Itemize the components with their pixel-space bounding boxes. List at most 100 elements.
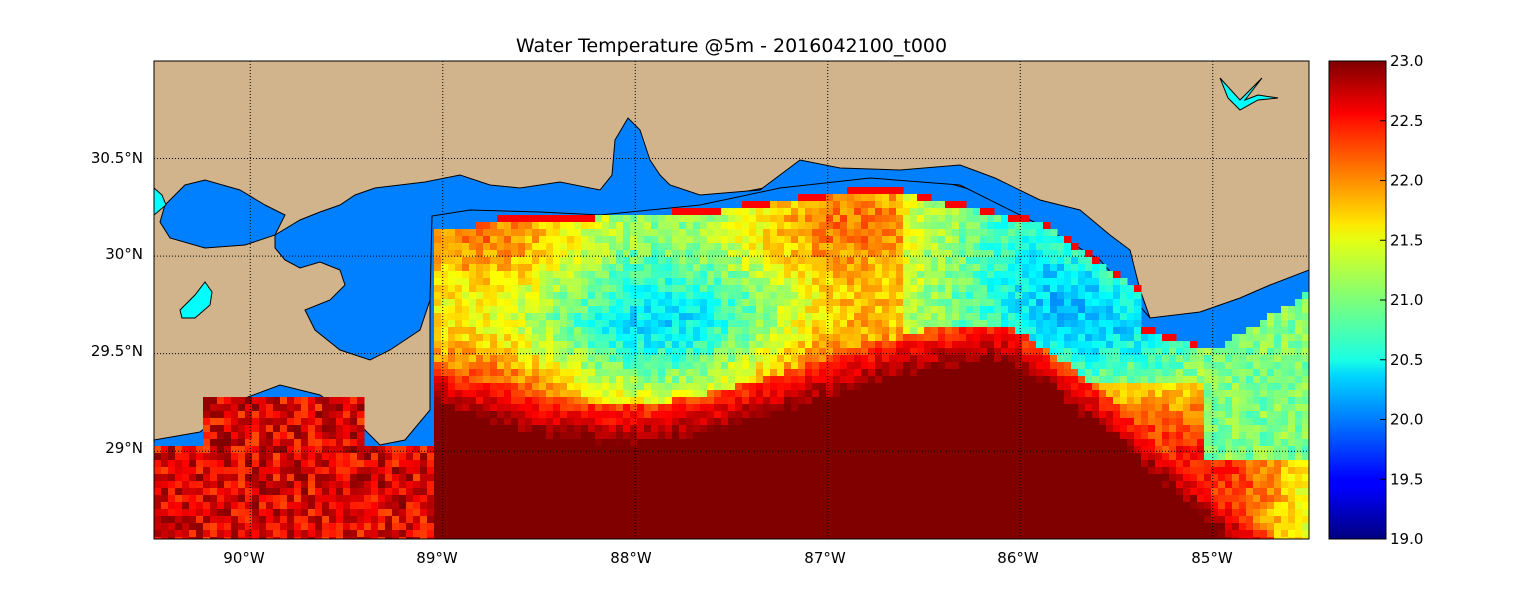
temperature-cell xyxy=(560,523,568,531)
temperature-cell xyxy=(504,299,512,307)
temperature-cell xyxy=(679,285,687,293)
temperature-cell xyxy=(420,523,428,531)
temperature-cell xyxy=(378,446,386,454)
temperature-cell xyxy=(504,509,512,517)
temperature-cell xyxy=(532,355,540,363)
temperature-cell xyxy=(497,460,505,468)
temperature-cell xyxy=(812,432,820,440)
temperature-cell xyxy=(1036,362,1044,370)
temperature-cell xyxy=(238,488,246,496)
temperature-cell xyxy=(448,285,456,293)
temperature-cell xyxy=(994,516,1002,524)
temperature-cell xyxy=(819,362,827,370)
temperature-cell xyxy=(1001,453,1009,461)
temperature-cell xyxy=(210,481,218,489)
temperature-cell xyxy=(847,271,855,279)
temperature-cell xyxy=(511,474,519,482)
temperature-cell xyxy=(616,481,624,489)
temperature-cell xyxy=(812,306,820,314)
temperature-cell xyxy=(728,481,736,489)
temperature-cell xyxy=(476,264,484,272)
temperature-cell xyxy=(805,467,813,475)
temperature-cell xyxy=(903,320,911,328)
temperature-cell xyxy=(994,495,1002,503)
temperature-cell xyxy=(238,530,246,538)
temperature-cell xyxy=(707,257,715,265)
temperature-cell xyxy=(616,327,624,335)
temperature-cell xyxy=(707,271,715,279)
temperature-cell xyxy=(1050,530,1058,538)
temperature-cell xyxy=(483,474,491,482)
temperature-cell xyxy=(714,509,722,517)
temperature-cell xyxy=(959,243,967,251)
temperature-cell xyxy=(581,439,589,447)
temperature-cell xyxy=(560,446,568,454)
temperature-cell xyxy=(714,236,722,244)
temperature-cell xyxy=(1043,362,1051,370)
temperature-cell xyxy=(469,278,477,286)
temperature-cell xyxy=(1043,250,1051,258)
temperature-cell xyxy=(630,530,638,538)
temperature-cell xyxy=(686,439,694,447)
temperature-cell xyxy=(847,376,855,384)
temperature-cell xyxy=(728,355,736,363)
temperature-cell xyxy=(1043,327,1051,335)
temperature-cell xyxy=(504,425,512,433)
temperature-cell xyxy=(469,425,477,433)
temperature-cell xyxy=(763,348,771,356)
temperature-cell xyxy=(602,439,610,447)
temperature-cell xyxy=(714,222,722,230)
temperature-cell xyxy=(693,264,701,272)
temperature-cell xyxy=(665,278,673,286)
temperature-cell xyxy=(343,474,351,482)
temperature-cell xyxy=(546,362,554,370)
temperature-cell xyxy=(770,397,778,405)
temperature-cell xyxy=(714,341,722,349)
temperature-cell xyxy=(336,397,344,405)
temperature-cell xyxy=(511,488,519,496)
temperature-cell xyxy=(455,348,463,356)
temperature-cell xyxy=(952,495,960,503)
temperature-cell xyxy=(539,362,547,370)
temperature-cell xyxy=(546,530,554,538)
temperature-cell xyxy=(567,215,575,223)
temperature-cell xyxy=(889,222,897,230)
temperature-cell xyxy=(784,229,792,237)
temperature-cell xyxy=(217,397,225,405)
temperature-cell xyxy=(693,411,701,419)
temperature-cell xyxy=(847,404,855,412)
temperature-cell xyxy=(462,362,470,370)
temperature-cell xyxy=(588,474,596,482)
temperature-cell xyxy=(161,530,169,538)
temperature-cell xyxy=(945,502,953,510)
temperature-cell xyxy=(868,418,876,426)
temperature-cell xyxy=(420,460,428,468)
temperature-cell xyxy=(791,362,799,370)
temperature-cell xyxy=(504,411,512,419)
temperature-cell xyxy=(896,460,904,468)
temperature-cell xyxy=(539,299,547,307)
temperature-cell xyxy=(574,537,582,539)
temperature-cell xyxy=(336,460,344,468)
temperature-cell xyxy=(917,453,925,461)
temperature-cell xyxy=(735,215,743,223)
temperature-cell xyxy=(490,376,498,384)
temperature-cell xyxy=(1008,453,1016,461)
temperature-cell xyxy=(931,530,939,538)
temperature-cell xyxy=(896,194,904,202)
temperature-cell xyxy=(707,292,715,300)
temperature-cell xyxy=(889,502,897,510)
temperature-cell xyxy=(651,516,659,524)
temperature-cell xyxy=(231,425,239,433)
temperature-cell xyxy=(742,292,750,300)
temperature-cell xyxy=(175,474,183,482)
temperature-cell xyxy=(644,299,652,307)
temperature-cell xyxy=(609,495,617,503)
temperature-cell xyxy=(497,369,505,377)
temperature-cell xyxy=(483,250,491,258)
temperature-cell xyxy=(490,404,498,412)
temperature-cell xyxy=(686,390,694,398)
temperature-cell xyxy=(882,362,890,370)
temperature-cell xyxy=(336,530,344,538)
temperature-cell xyxy=(497,418,505,426)
